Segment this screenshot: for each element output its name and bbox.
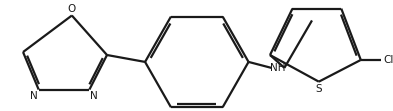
- Text: O: O: [68, 4, 76, 14]
- Text: NH: NH: [270, 63, 286, 73]
- Text: N: N: [90, 91, 98, 101]
- Text: S: S: [316, 84, 322, 94]
- Text: N: N: [30, 91, 38, 101]
- Text: Cl: Cl: [384, 55, 393, 65]
